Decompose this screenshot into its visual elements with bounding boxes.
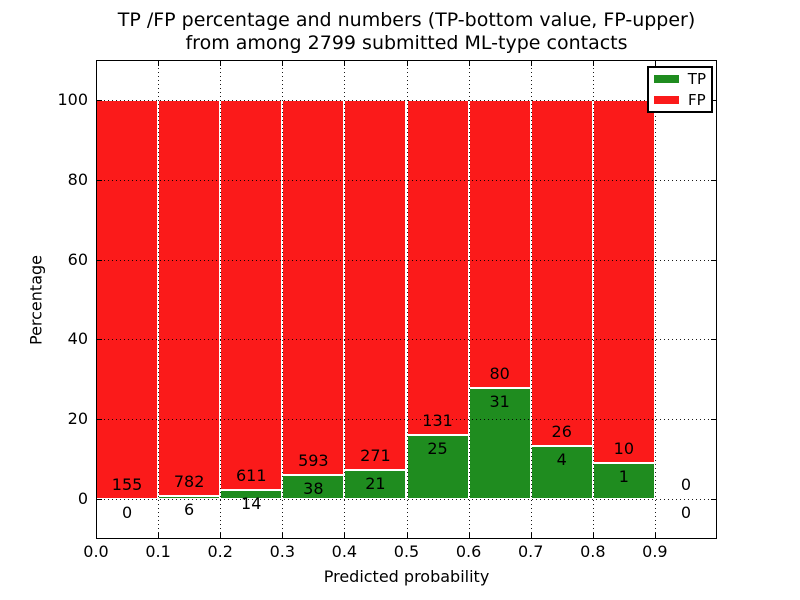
y-tick-label: 60 <box>67 249 88 269</box>
gridline-vertical <box>654 60 656 539</box>
fp-legend-label: FP <box>688 91 706 109</box>
x-tick-label: 0.8 <box>580 542 606 561</box>
gridline-vertical <box>406 60 408 539</box>
tp-count-label: 21 <box>365 474 386 494</box>
fp-count-label: 271 <box>360 446 391 466</box>
bar-segment-fp <box>406 99 469 436</box>
x-tick-mark <box>592 533 594 538</box>
gridline-vertical <box>468 60 470 539</box>
bar-segment-tp <box>282 475 345 500</box>
y-tick-label: 80 <box>67 169 88 189</box>
x-tick-mark-top <box>282 61 284 66</box>
y-tick-label: 20 <box>67 409 88 429</box>
x-tick-mark <box>96 533 97 538</box>
x-tick-mark <box>282 533 284 538</box>
x-tick-mark <box>654 533 656 538</box>
x-tick-mark <box>220 533 222 538</box>
x-tick-mark-top <box>592 61 594 66</box>
x-tick-label: 0.7 <box>517 542 544 561</box>
tp-count-label: 38 <box>303 479 324 499</box>
fp-count-label: 782 <box>173 472 205 492</box>
tp-count-label: 4 <box>556 449 567 469</box>
y-tick-mark <box>97 419 102 421</box>
chart-title: TP /FP percentage and numbers (TP-bottom… <box>96 9 717 55</box>
x-tick-mark-top <box>96 61 97 66</box>
bar-segment-fp <box>530 99 593 446</box>
bar-segment-fp <box>282 99 345 476</box>
x-tick-label: 0.5 <box>393 542 420 561</box>
x-tick-mark-top <box>468 61 470 66</box>
y-tick-label: 40 <box>67 329 88 349</box>
gridline-vertical <box>344 60 346 539</box>
y-tick-mark-right <box>711 259 716 261</box>
fp-count-label: 10 <box>613 438 635 458</box>
legend: TP FP <box>647 66 713 113</box>
tp-count-label: 0 <box>680 503 692 523</box>
y-tick-mark <box>97 339 102 341</box>
fp-count-label: 26 <box>551 421 572 441</box>
x-axis-label: Predicted probability <box>323 567 490 586</box>
tp-count-label: 31 <box>489 391 510 411</box>
tp-legend-label: TP <box>687 70 706 88</box>
bar-segment-fp <box>344 99 407 471</box>
y-tick-mark <box>97 499 102 501</box>
x-tick-mark-top <box>158 61 160 66</box>
tp-count-label: 14 <box>241 494 262 514</box>
y-tick-mark-right <box>711 339 716 341</box>
x-tick-mark-top <box>220 61 222 66</box>
fp-count-label: 593 <box>298 451 329 471</box>
bar-segment-fp <box>96 99 159 500</box>
bar-segment-fp <box>220 99 283 491</box>
x-tick-label: 0.2 <box>207 542 233 561</box>
y-tick-mark-right <box>711 179 716 181</box>
x-tick-mark-top <box>530 61 532 66</box>
gridline-vertical <box>592 60 594 539</box>
x-tick-label: 0.6 <box>455 542 482 561</box>
x-tick-mark <box>468 533 470 538</box>
legend-item-tp: TP <box>654 71 706 87</box>
y-tick-mark <box>97 99 102 101</box>
x-tick-label: 0.1 <box>145 542 171 561</box>
gridline-vertical <box>158 60 160 539</box>
x-tick-mark-top <box>406 61 408 66</box>
fp-legend-swatch-icon <box>654 96 679 104</box>
gridline-vertical <box>530 60 532 539</box>
gridline-vertical <box>282 60 284 539</box>
y-tick-mark <box>97 259 102 261</box>
y-tick-mark-right <box>711 99 716 101</box>
y-tick-label: 0 <box>77 489 88 509</box>
fp-count-label: 80 <box>489 363 510 383</box>
legend-item-fp: FP <box>654 92 706 108</box>
fp-count-label: 131 <box>422 411 453 431</box>
y-tick-mark-right <box>711 419 716 421</box>
x-tick-mark <box>406 533 408 538</box>
bar-segment-fp <box>592 99 655 463</box>
y-tick-mark-right <box>711 499 716 501</box>
tp-count-label: 25 <box>427 439 448 459</box>
gridline-vertical <box>220 60 222 539</box>
x-tick-mark <box>158 533 160 538</box>
fp-count-label: 155 <box>111 475 143 495</box>
fp-count-label: 611 <box>235 466 267 486</box>
x-tick-mark <box>530 533 532 538</box>
bar-segment-fp <box>158 99 221 497</box>
bar-segment-fp <box>468 99 531 388</box>
x-tick-label: 0.9 <box>642 542 668 561</box>
fp-count-label: 0 <box>680 475 692 495</box>
tp-count-label: 0 <box>121 503 133 523</box>
chart-title-line2: from among 2799 submitted ML-type contac… <box>185 32 628 54</box>
x-tick-mark-top <box>344 61 346 66</box>
tp-legend-swatch-icon <box>654 75 679 83</box>
x-tick-label: 0.4 <box>331 542 358 561</box>
x-tick-mark <box>344 533 346 538</box>
tp-count-label: 6 <box>184 500 195 520</box>
y-tick-mark <box>97 179 102 181</box>
x-tick-mark-top <box>654 61 656 66</box>
tp-count-label: 1 <box>618 466 629 486</box>
y-tick-label: 100 <box>57 89 88 109</box>
chart-title-line1: TP /FP percentage and numbers (TP-bottom… <box>117 9 696 31</box>
x-tick-label: 0.3 <box>269 542 296 561</box>
x-tick-label: 0.0 <box>83 542 109 561</box>
